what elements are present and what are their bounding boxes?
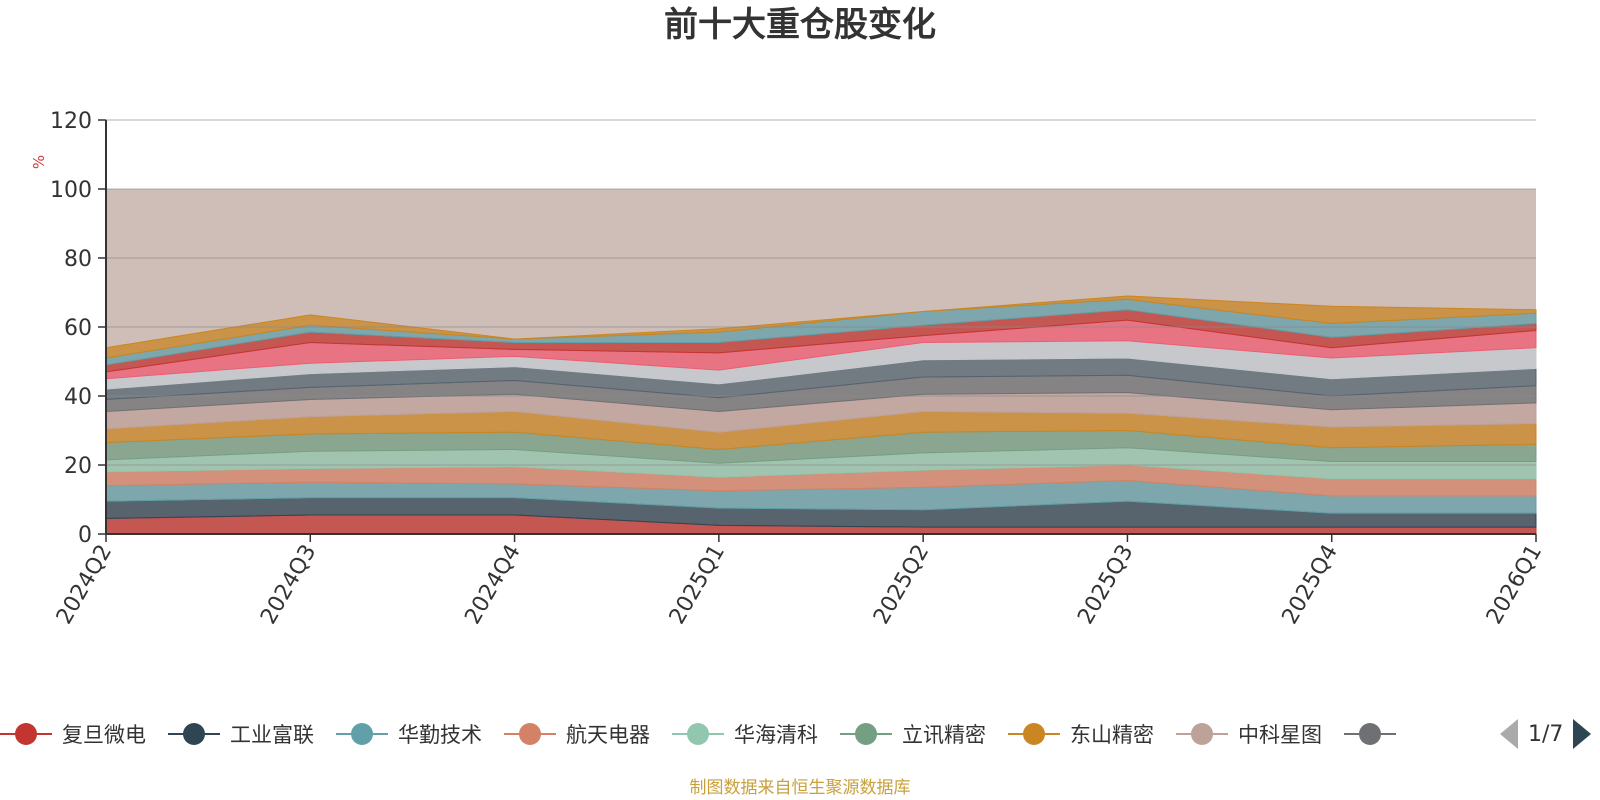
legend-label: 东山精密	[1070, 723, 1154, 747]
x-tick-label: 2026Q1	[1482, 541, 1547, 629]
y-tick-label: 20	[64, 454, 92, 479]
y-tick-label: 120	[50, 109, 92, 134]
legend-label: 复旦微电	[62, 723, 146, 747]
legend-marker-icon	[1008, 720, 1060, 748]
legend-label: 华勤技术	[398, 723, 482, 747]
y-tick-label: 80	[64, 247, 92, 272]
y-tick-label: 60	[64, 316, 92, 341]
legend-label: 华海清科	[734, 723, 818, 747]
legend-marker-icon	[672, 720, 724, 748]
x-tick-label: 2025Q4	[1278, 541, 1343, 629]
x-tick-label: 2025Q1	[665, 541, 730, 629]
legend-marker-icon	[1176, 720, 1228, 748]
legend-marker-icon	[0, 720, 52, 748]
legend-label: 工业富联	[230, 723, 314, 747]
legend-item[interactable]	[1344, 712, 1406, 756]
legend-label: 立讯精密	[902, 723, 986, 747]
source-note: 制图数据来自恒生聚源数据库	[689, 778, 911, 798]
legend: 复旦微电 工业富联 华勤技术 航天电器 华海清科 立讯精密 东山精密 中科星图	[0, 712, 1498, 756]
x-tick-label: 2025Q2	[869, 541, 934, 629]
x-tick-label: 2024Q2	[52, 541, 117, 629]
legend-marker-icon	[504, 720, 556, 748]
x-tick-label: 2024Q4	[460, 541, 525, 629]
x-tick-label: 2024Q3	[256, 541, 321, 629]
legend-item[interactable]: 立讯精密	[840, 712, 986, 756]
legend-marker-icon	[840, 720, 892, 748]
legend-marker-icon	[168, 720, 220, 748]
legend-item[interactable]: 华海清科	[672, 712, 818, 756]
legend-item[interactable]: 航天电器	[504, 712, 650, 756]
y-axis-label: %	[30, 155, 48, 169]
y-tick-label: 40	[64, 385, 92, 410]
legend-item[interactable]: 华勤技术	[336, 712, 482, 756]
legend-page-indicator: 1/7	[1528, 721, 1564, 747]
area-series-15	[105, 295, 1537, 359]
legend-item[interactable]: 工业富联	[168, 712, 314, 756]
legend-marker-icon	[336, 720, 388, 748]
x-tick-label: 2025Q3	[1073, 541, 1138, 629]
legend-label: 航天电器	[566, 723, 650, 747]
legend-item[interactable]: 东山精密	[1008, 712, 1154, 756]
legend-label: 中科星图	[1238, 723, 1322, 747]
legend-pager: 1/7	[1500, 716, 1600, 752]
y-tick-label: 100	[50, 178, 92, 203]
legend-marker-icon	[1344, 720, 1396, 748]
chart-title: 前十大重仓股变化	[664, 5, 936, 45]
triangle-right-icon[interactable]	[1573, 719, 1592, 749]
legend-item[interactable]: 复旦微电	[0, 712, 146, 756]
y-tick-label: 0	[78, 523, 92, 548]
legend-item[interactable]: 中科星图	[1176, 712, 1322, 756]
triangle-left-icon[interactable]	[1500, 719, 1518, 749]
